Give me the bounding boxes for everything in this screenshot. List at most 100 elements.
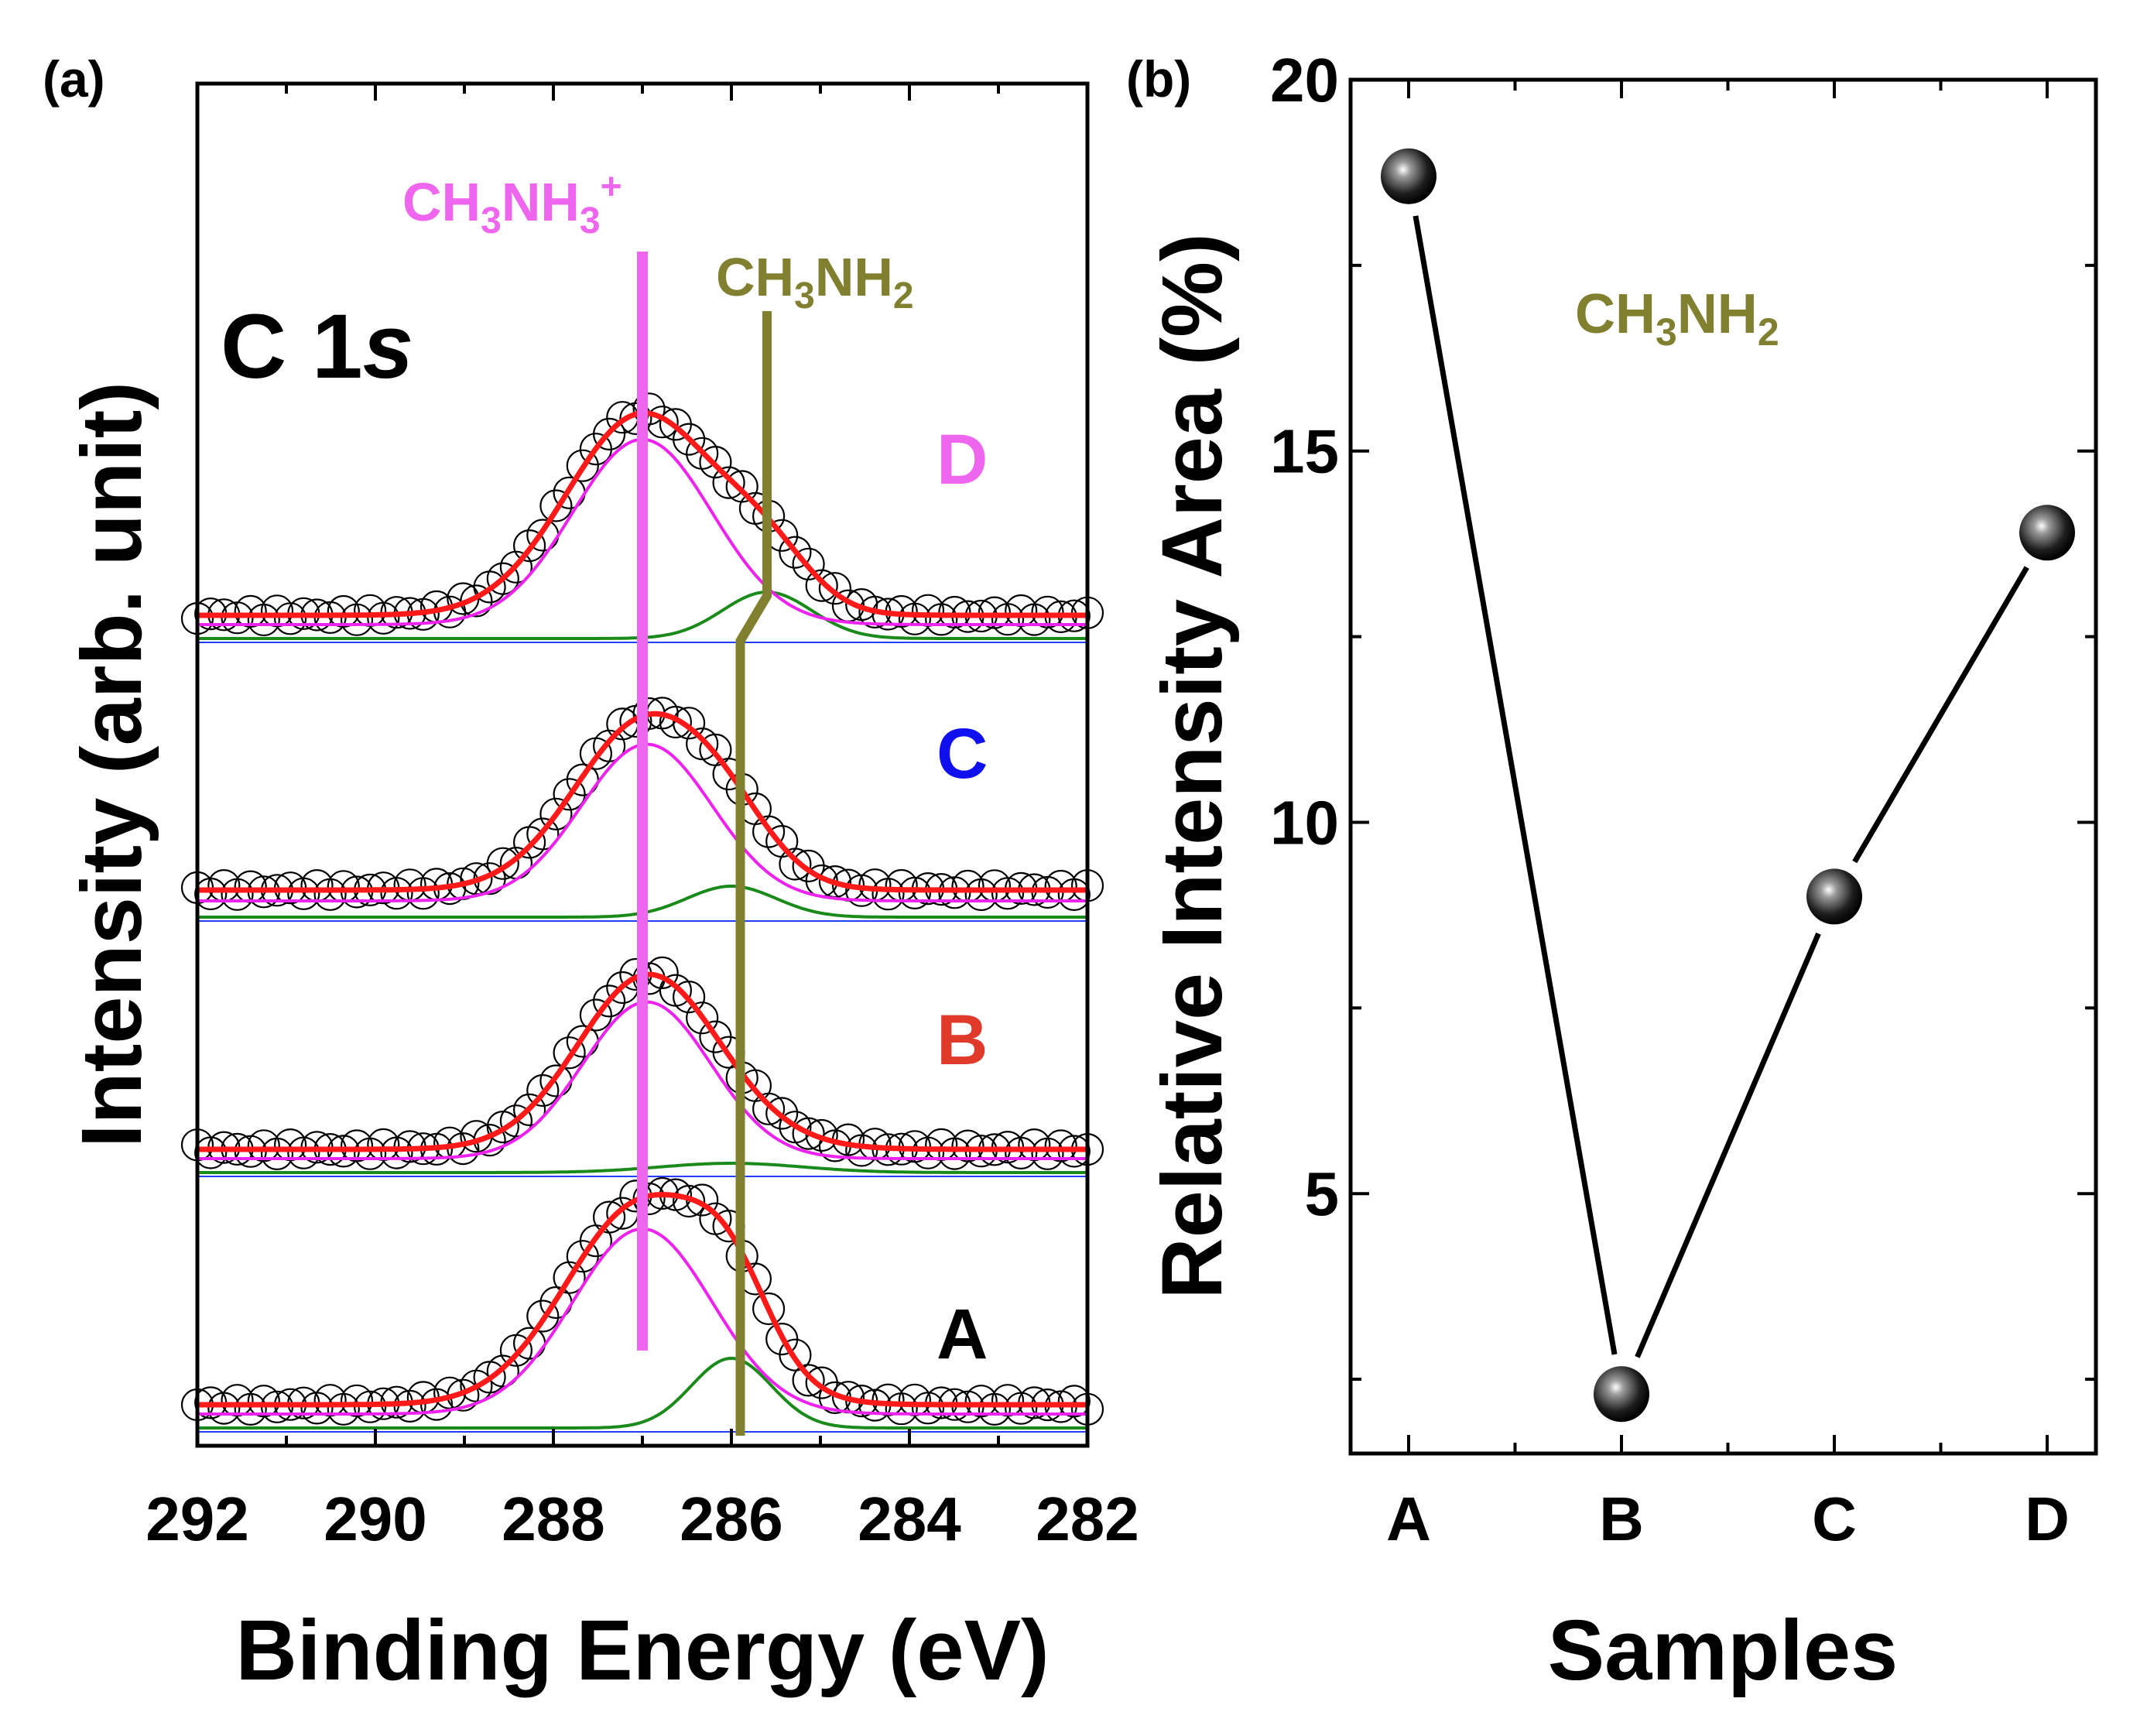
panel-a-y-axis-title: Intensity (arb. unit) [64, 382, 159, 1148]
y-tick-label: 15 [1270, 417, 1339, 486]
panel-b: (b) 5 10 15 20 A B C D CH3NH2 Samples Relative … [1126, 46, 2098, 1698]
sample-label-a: A [937, 1295, 988, 1374]
data-point [287, 1136, 320, 1169]
data-point [592, 417, 626, 451]
data-point [526, 1073, 560, 1108]
data-point [247, 1385, 280, 1418]
sample-label-d: D [937, 420, 988, 499]
panel-b-frame [1348, 77, 2098, 1456]
data-point [194, 1136, 228, 1169]
panel-b-annotation-base: CH [1575, 283, 1656, 345]
data-point [526, 1299, 560, 1333]
data-point [553, 1261, 586, 1294]
y-tick-label: 5 [1305, 1159, 1340, 1228]
component-ch3nh2-a [197, 1356, 1087, 1430]
x-tick-label: C [1812, 1484, 1857, 1553]
x-tick-label: 286 [680, 1484, 782, 1553]
y-tick-label: 10 [1270, 788, 1339, 857]
panel-b-label: (b) [1126, 50, 1191, 108]
data-point [779, 1338, 812, 1371]
series-segment [1412, 215, 1618, 1355]
panel-b-annotation-mid: NH [1677, 283, 1758, 345]
panel-b-ticks: 5 10 15 20 A B C D [1270, 46, 2096, 1553]
data-point [792, 547, 825, 580]
data-point [765, 1097, 799, 1130]
panel-b-annotation-sub1: 3 [1656, 310, 1677, 354]
data-point [1031, 595, 1064, 628]
data-point [805, 569, 838, 602]
series-segment [1635, 932, 1821, 1358]
data-point [553, 1036, 586, 1070]
data-point [752, 1092, 786, 1125]
data-point [712, 466, 745, 499]
panel-a-title-main: C 1 [221, 296, 363, 398]
x-tick-label: 282 [1036, 1484, 1139, 1553]
data-point [991, 877, 1025, 910]
x-tick-label: 288 [502, 1484, 604, 1553]
ch3nh3-label-sup: + [601, 166, 622, 207]
data-point [579, 998, 613, 1032]
panel-a-x-axis-title: Binding Energy (eV) [235, 1603, 1049, 1698]
x-tick-label: D [2025, 1484, 2070, 1553]
panel-a-title: C 1s [221, 296, 413, 398]
panel-b-annotation-sub2: 2 [1758, 310, 1779, 354]
data-point-d [2019, 505, 2075, 561]
data-point [699, 445, 732, 479]
data-point [659, 705, 693, 739]
data-point [752, 1292, 786, 1326]
data-point [1005, 1392, 1038, 1425]
data-point [539, 797, 573, 830]
ch3nh3-label: CH3NH3+ [402, 166, 622, 241]
data-point [512, 529, 546, 563]
data-point [898, 876, 932, 910]
panel-a-energy-markers [637, 252, 772, 1436]
ch3nh3-label-mid: NH [502, 172, 580, 232]
sample-label-b: B [937, 1001, 988, 1080]
y-tick-label: 20 [1270, 46, 1339, 115]
data-point [792, 1364, 825, 1397]
data-point [460, 584, 493, 618]
data-point [499, 550, 533, 584]
data-point [672, 707, 706, 740]
data-point [566, 449, 599, 482]
data-point [951, 1129, 984, 1162]
ch3nh3-label-sub1: 3 [481, 200, 502, 241]
data-points-c [180, 697, 1104, 912]
data-point [938, 595, 971, 629]
data-point-c [1806, 868, 1862, 925]
data-point [539, 489, 573, 522]
data-point-a [1381, 148, 1436, 204]
data-point [499, 1104, 533, 1138]
panel-a-title-italic: s [363, 296, 414, 398]
ch3nh2-label: CH3NH2 [716, 247, 914, 317]
data-point [486, 1354, 519, 1388]
panel-a-label: (a) [43, 50, 105, 108]
data-point [619, 402, 652, 436]
data-point [792, 1117, 825, 1150]
data-point [686, 1002, 719, 1035]
data-point [805, 1118, 838, 1152]
ch3nh2-label-sub2: 2 [893, 276, 914, 317]
panel-b-series [1381, 148, 2075, 1423]
data-point [592, 1200, 626, 1234]
ch3nh3-label-sub2: 3 [580, 200, 601, 241]
panel-a: (a) 292 290 288 286 284 282 C 1s CH3NH3+ CH3N… [43, 50, 1139, 1698]
data-point [340, 603, 374, 636]
x-tick-label: 292 [146, 1484, 248, 1553]
ch3nh2-label-base: CH [716, 247, 794, 307]
ch3nh2-marker-line [735, 311, 772, 1436]
x-tick-label: A [1386, 1484, 1431, 1553]
data-point [911, 1392, 945, 1425]
panel-b-y-axis-title: Relative Intensity Area (%) [1145, 233, 1240, 1299]
data-point [779, 847, 812, 881]
data-point [672, 1184, 706, 1218]
x-tick-label: 284 [858, 1484, 961, 1553]
data-point [592, 984, 626, 1018]
data-point [367, 601, 400, 635]
data-point [779, 536, 812, 569]
data-point [553, 778, 586, 811]
panel-b-x-axis-title: Samples [1548, 1603, 1898, 1698]
ch3nh2-label-sub1: 3 [794, 276, 815, 317]
